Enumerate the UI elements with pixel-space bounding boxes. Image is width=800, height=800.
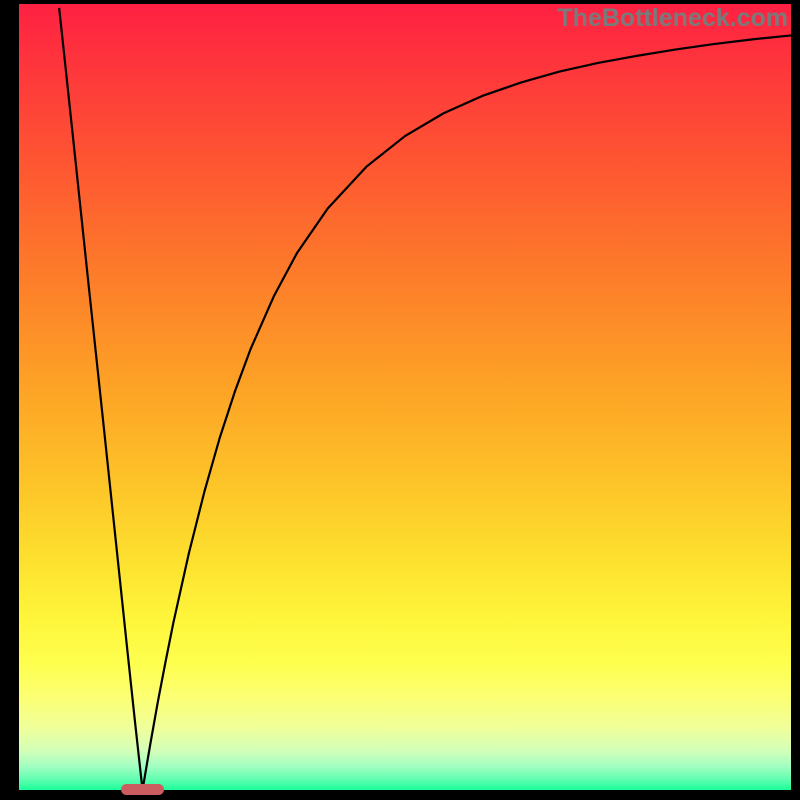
watermark-text: TheBottleneck.com: [557, 4, 788, 33]
chart-minimum-marker: [121, 784, 163, 795]
chart-container: TheBottleneck.com: [0, 0, 800, 800]
bottleneck-curve: [59, 8, 791, 790]
chart-curve-layer: [0, 0, 800, 800]
